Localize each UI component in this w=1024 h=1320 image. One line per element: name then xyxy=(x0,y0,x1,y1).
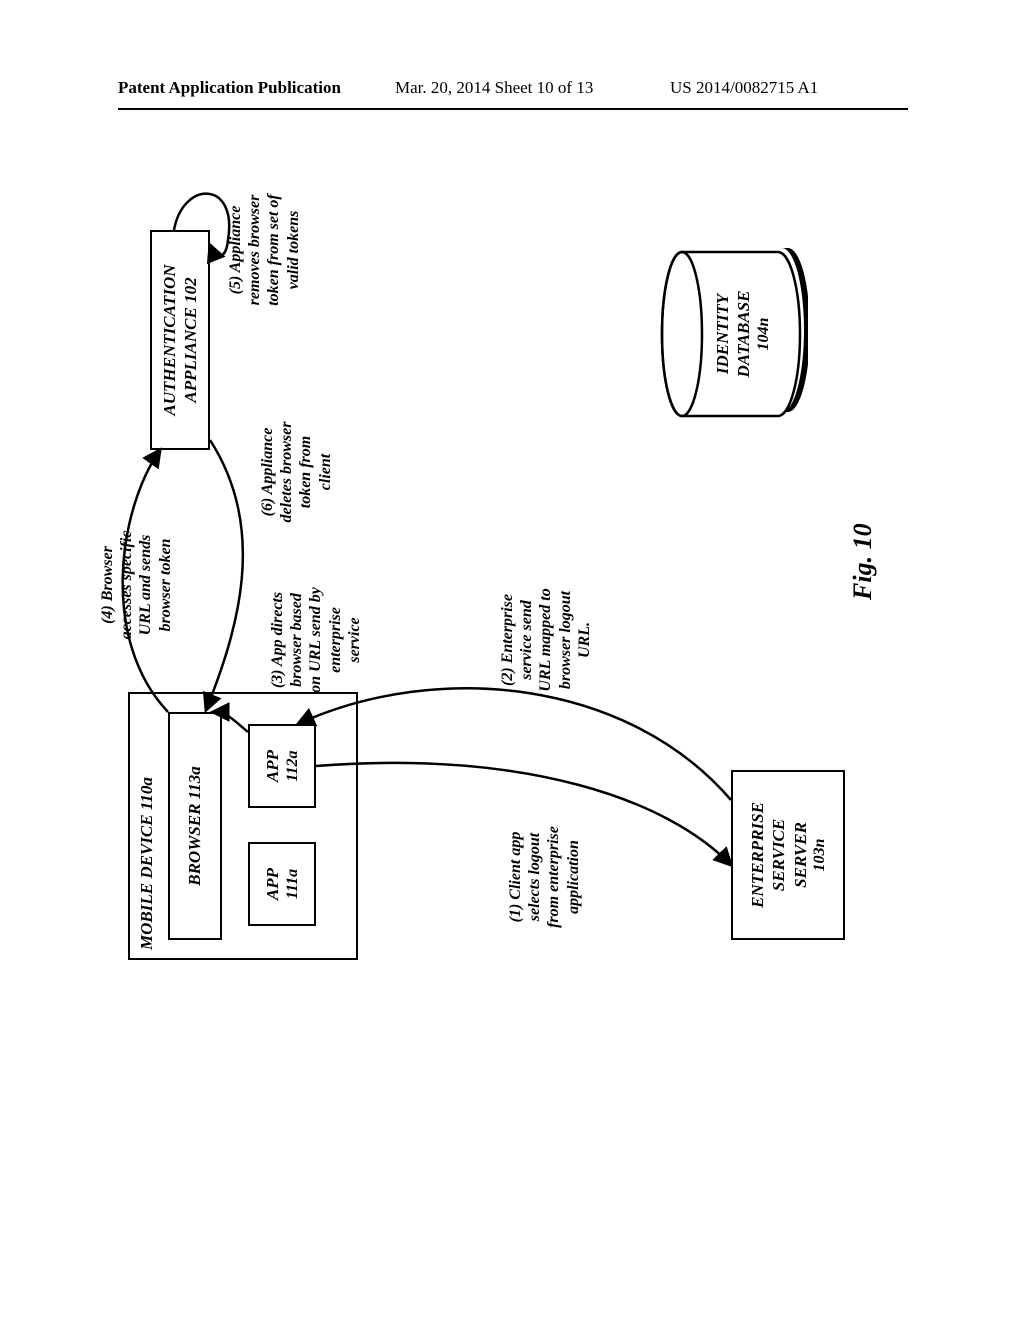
app-112a-box: APP 112a xyxy=(248,724,316,808)
browser-box: BROWSER 113a xyxy=(168,712,222,940)
label-step1: (1) Client app selects logout from enter… xyxy=(506,802,583,952)
db-sub: 104n xyxy=(755,248,773,420)
figure-10: MOBILE DEVICE 110a BROWSER 113a APP 111a… xyxy=(108,180,893,980)
label-step3: (3) App directs browser based on URL sen… xyxy=(268,560,364,720)
auth-appliance-box: AUTHENTICATION APPLIANCE 102 xyxy=(150,230,210,450)
ent-line2: SERVICE xyxy=(768,819,789,891)
header-middle: Mar. 20, 2014 Sheet 10 of 13 xyxy=(395,78,593,98)
browser-label: BROWSER 113a xyxy=(184,766,205,886)
mobile-device-label: MOBILE DEVICE 110a xyxy=(130,694,163,958)
header-left: Patent Application Publication xyxy=(118,78,341,98)
db-line1: IDENTITY xyxy=(712,248,733,420)
auth-line2: APPLIANCE 102 xyxy=(180,277,201,402)
db-line2: DATABASE xyxy=(733,248,754,420)
app-112a-sub: 112a xyxy=(284,750,302,781)
auth-line1: AUTHENTICATION xyxy=(159,264,180,415)
app-112a-title: APP xyxy=(262,750,283,782)
app-111a-box: APP 111a xyxy=(248,842,316,926)
header-right: US 2014/0082715 A1 xyxy=(670,78,818,98)
app-111a-sub: 111a xyxy=(284,869,302,899)
app-111a-title: APP xyxy=(262,868,283,900)
label-step5: (5) Appliance removes browser token from… xyxy=(226,160,303,340)
ent-line3: SERVER xyxy=(790,822,811,888)
label-step4: (4) Browser accesses specific URL and se… xyxy=(98,500,175,670)
enterprise-server-box: ENTERPRISE SERVICE SERVER 103n xyxy=(731,770,845,940)
ent-sub: 103n xyxy=(811,839,829,872)
identity-db: IDENTITY DATABASE 104n xyxy=(660,248,808,420)
figure-caption: Fig. 10 xyxy=(848,523,878,600)
label-step6: (6) Appliance deletes browser token from… xyxy=(258,392,335,552)
mobile-device-box: MOBILE DEVICE 110a xyxy=(128,692,358,960)
page: Patent Application Publication Mar. 20, … xyxy=(0,0,1024,1320)
label-step2: (2) Enterprise service send URL mapped t… xyxy=(498,560,594,720)
ent-line1: ENTERPRISE xyxy=(747,802,768,908)
header-rule xyxy=(118,108,908,110)
